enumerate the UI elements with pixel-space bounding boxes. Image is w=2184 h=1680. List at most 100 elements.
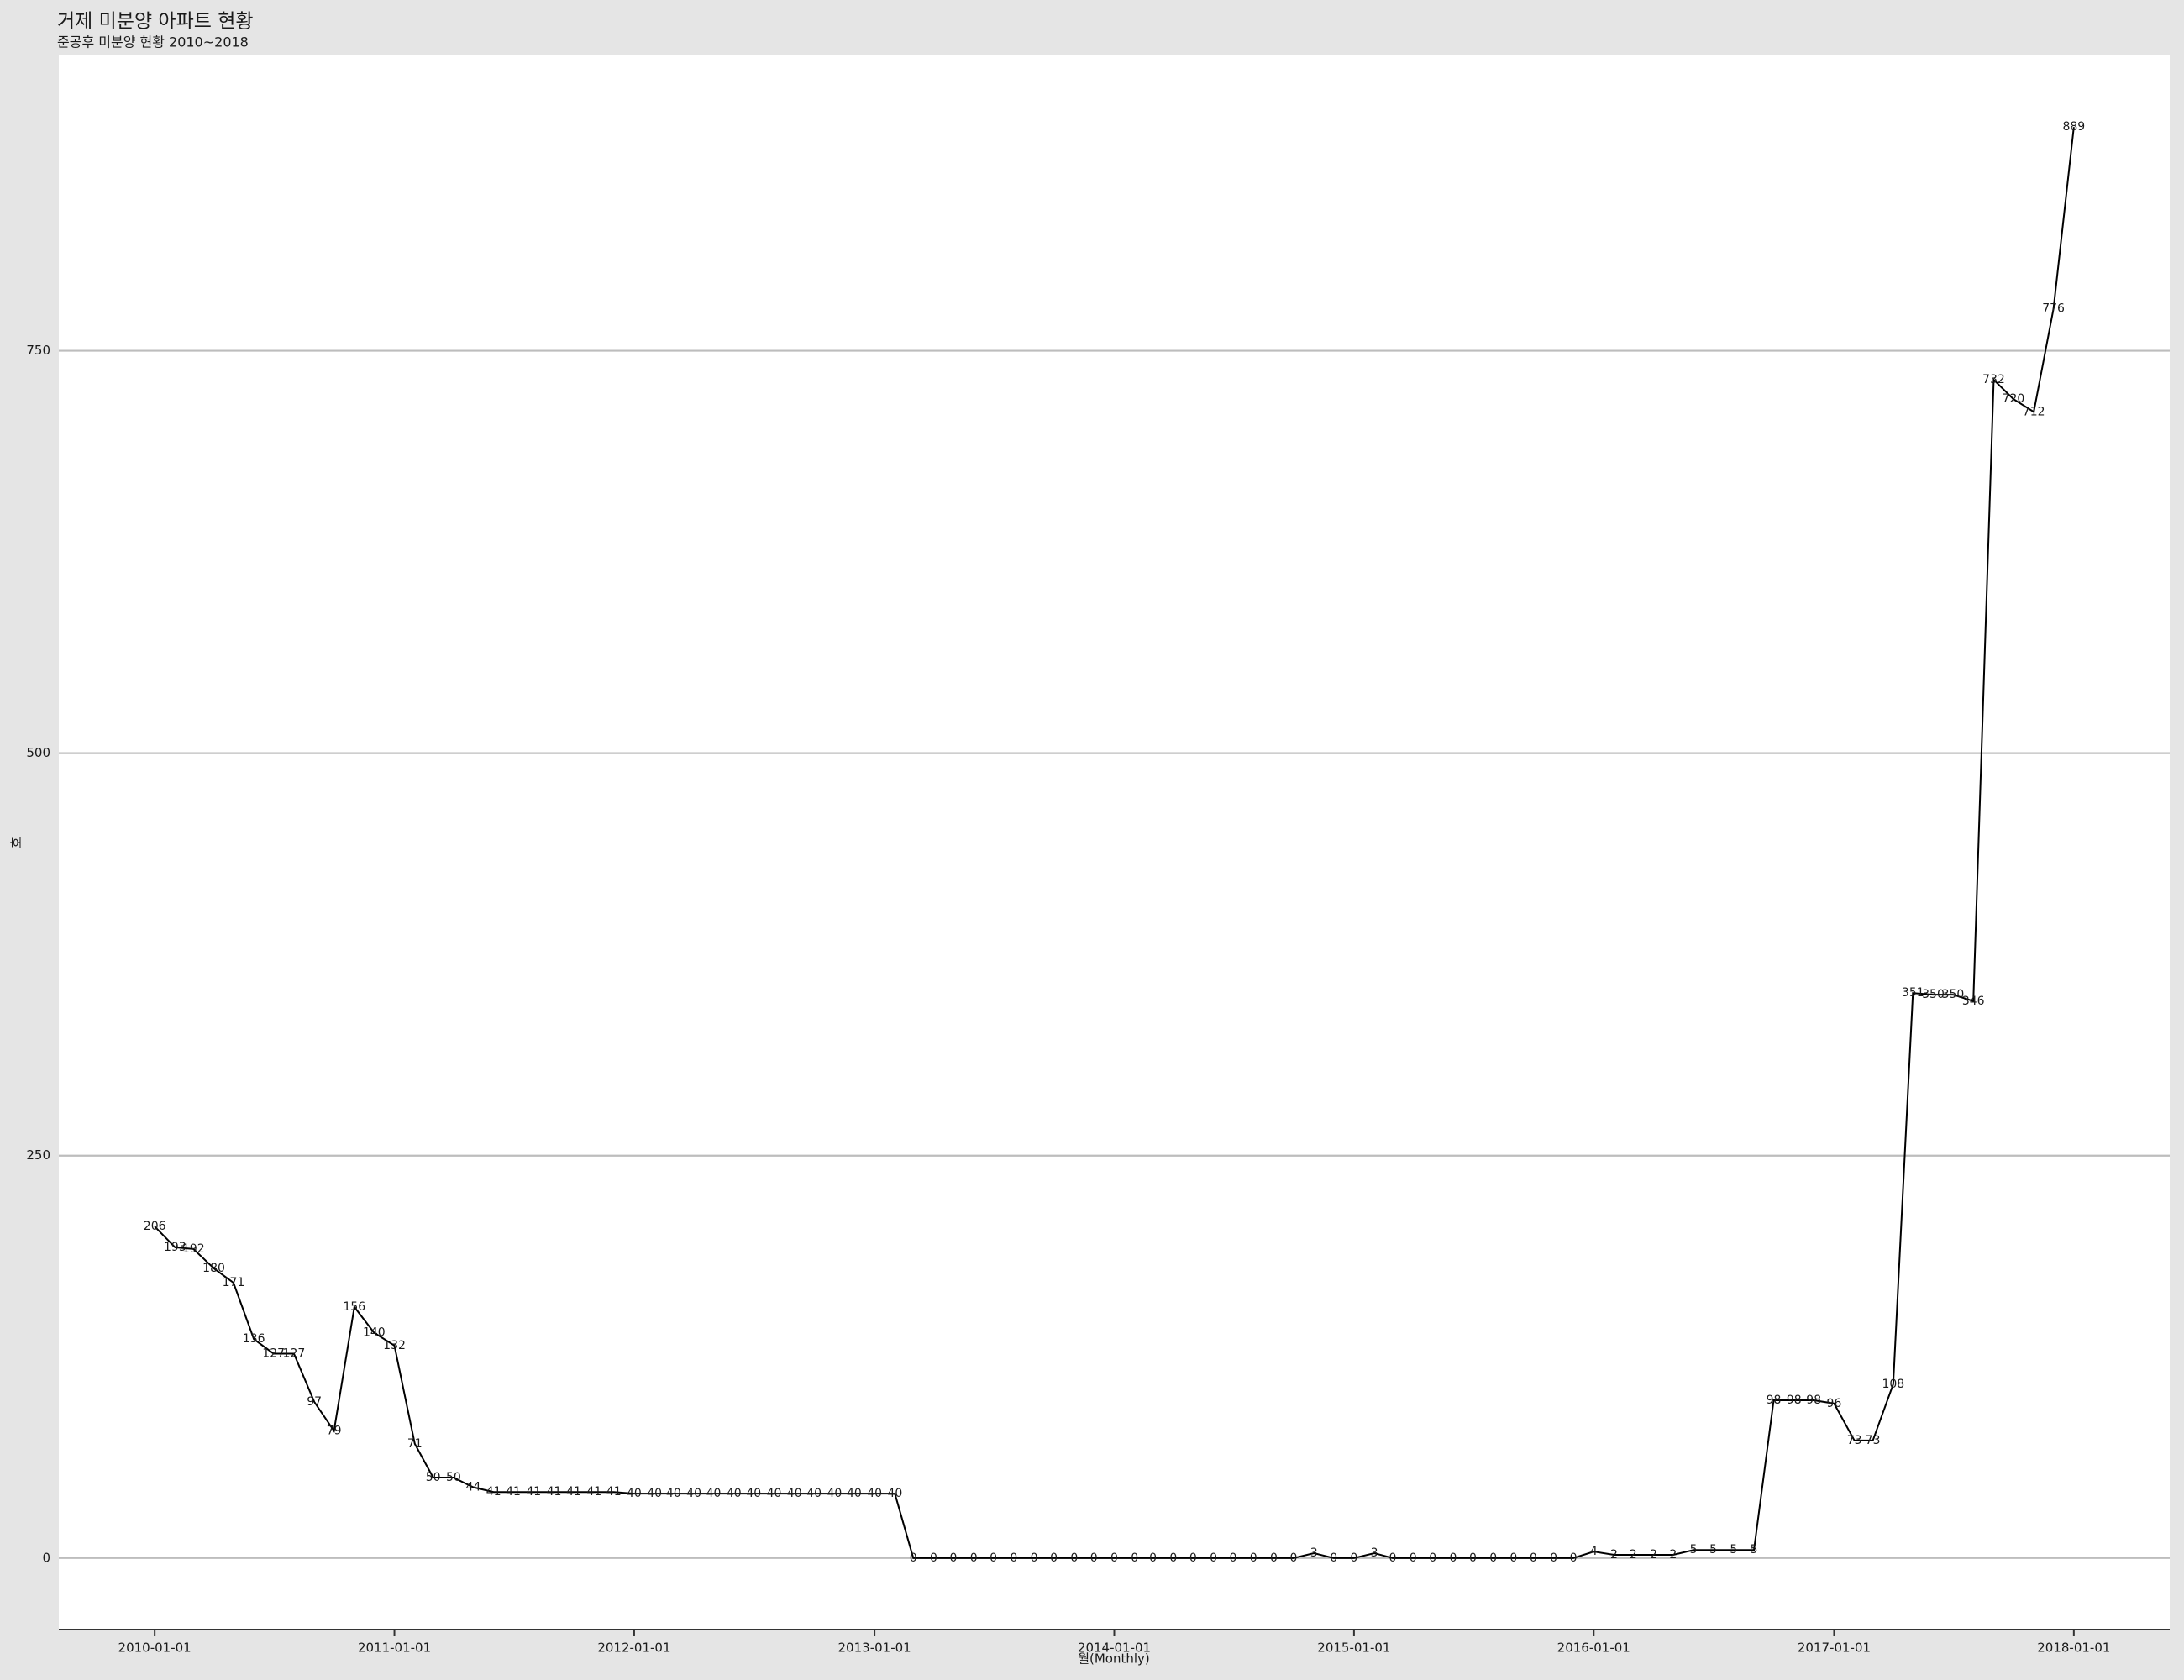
data-label: 0 (1410, 1551, 1417, 1565)
x-tick-label: 2016-01-01 (1557, 1641, 1630, 1656)
data-label: 0 (1509, 1551, 1517, 1565)
data-label: 5 (1730, 1543, 1737, 1557)
data-label: 171 (223, 1276, 245, 1289)
data-label: 40 (806, 1487, 822, 1500)
data-label: 3 (1310, 1546, 1318, 1560)
data-label: 41 (486, 1485, 501, 1499)
x-tick-label: 2017-01-01 (1798, 1641, 1871, 1656)
x-axis-label: 월(Monthly) (1078, 1651, 1150, 1667)
data-label: 0 (1489, 1551, 1497, 1565)
data-label: 96 (1827, 1397, 1842, 1410)
data-label: 132 (383, 1339, 406, 1352)
data-label: 2 (1630, 1548, 1637, 1562)
data-label: 40 (706, 1487, 722, 1500)
data-label: 0 (1090, 1551, 1098, 1565)
y-tick-label: 750 (26, 343, 50, 358)
chart-subtitle: 준공후 미분양 현황 2010~2018 (57, 34, 249, 50)
x-tick-label: 2018-01-01 (2037, 1641, 2110, 1656)
x-tick-label: 2010-01-01 (118, 1641, 192, 1656)
data-label: 3 (1371, 1546, 1378, 1560)
data-label: 0 (930, 1551, 937, 1565)
data-label: 180 (202, 1262, 225, 1275)
data-label: 0 (1210, 1551, 1217, 1565)
data-label: 50 (426, 1471, 441, 1484)
x-tick-label: 2014-01-01 (1078, 1641, 1151, 1656)
data-label: 40 (827, 1487, 843, 1500)
data-label: 40 (727, 1487, 742, 1500)
data-label: 98 (1787, 1394, 1802, 1407)
x-tick-label: 2015-01-01 (1317, 1641, 1390, 1656)
data-label: 41 (547, 1485, 562, 1499)
data-label: 0 (1110, 1551, 1118, 1565)
data-label: 0 (1289, 1551, 1297, 1565)
data-label: 0 (1270, 1551, 1278, 1565)
data-label: 0 (1050, 1551, 1058, 1565)
data-label: 50 (446, 1471, 461, 1484)
data-label: 79 (327, 1424, 342, 1437)
data-label: 41 (586, 1485, 601, 1499)
data-label: 40 (867, 1487, 882, 1500)
data-label: 0 (1550, 1551, 1557, 1565)
data-label: 712 (2023, 405, 2045, 418)
data-label: 0 (1149, 1551, 1157, 1565)
data-label: 350 (1922, 988, 1945, 1001)
data-label: 4 (1590, 1545, 1598, 1558)
data-label: 889 (2062, 120, 2085, 134)
y-tick-label: 250 (26, 1147, 50, 1163)
data-label: 720 (2003, 392, 2025, 406)
data-label: 2 (1669, 1548, 1677, 1562)
data-label: 41 (526, 1485, 541, 1499)
data-label: 40 (847, 1487, 862, 1500)
data-label: 44 (465, 1480, 480, 1494)
data-label: 0 (949, 1551, 957, 1565)
x-tick-label: 2013-01-01 (838, 1641, 911, 1656)
y-tick-label: 0 (42, 1550, 50, 1565)
data-label: 71 (407, 1437, 423, 1451)
data-label: 206 (144, 1220, 166, 1233)
data-label: 41 (566, 1485, 581, 1499)
data-label: 0 (1570, 1551, 1578, 1565)
data-label: 0 (910, 1551, 917, 1565)
data-label: 0 (1230, 1551, 1237, 1565)
data-label: 732 (1982, 373, 2005, 386)
data-label: 0 (1350, 1551, 1357, 1565)
line-series (154, 127, 2075, 1559)
data-label: 40 (767, 1487, 782, 1500)
y-tick-label: 500 (26, 745, 50, 760)
chart-title: 거제 미분양 아파트 현황 (57, 11, 254, 33)
data-label: 73 (1866, 1434, 1881, 1447)
data-label: 41 (506, 1485, 521, 1499)
data-label: 0 (970, 1551, 978, 1565)
data-label: 97 (307, 1395, 322, 1409)
data-label: 127 (262, 1347, 285, 1360)
data-label: 40 (666, 1487, 681, 1500)
data-label: 98 (1767, 1394, 1782, 1407)
data-label: 0 (1031, 1551, 1038, 1565)
data-label: 98 (1806, 1394, 1821, 1407)
data-label: 40 (647, 1487, 662, 1500)
data-label: 108 (1882, 1378, 1904, 1391)
data-label: 0 (1469, 1551, 1477, 1565)
data-label: 0 (1330, 1551, 1337, 1565)
data-label: 346 (1962, 995, 1985, 1008)
data-label: 127 (283, 1347, 306, 1360)
data-label: 2 (1650, 1548, 1657, 1562)
x-tick-label: 2011-01-01 (358, 1641, 431, 1656)
data-label: 0 (1010, 1551, 1017, 1565)
data-label: 2 (1610, 1548, 1618, 1562)
data-label: 0 (1169, 1551, 1177, 1565)
data-label: 156 (343, 1300, 365, 1314)
plot-panel (59, 55, 2170, 1630)
data-label: 5 (1751, 1543, 1758, 1557)
data-label: 40 (787, 1487, 802, 1500)
data-label: 0 (1449, 1551, 1457, 1565)
data-label: 40 (746, 1487, 761, 1500)
data-label: 192 (182, 1242, 205, 1256)
data-label: 40 (686, 1487, 701, 1500)
data-label: 40 (887, 1487, 902, 1500)
x-tick-label: 2012-01-01 (597, 1641, 670, 1656)
data-label: 140 (363, 1326, 386, 1340)
data-label: 0 (1070, 1551, 1078, 1565)
data-label: 350 (1942, 988, 1965, 1001)
